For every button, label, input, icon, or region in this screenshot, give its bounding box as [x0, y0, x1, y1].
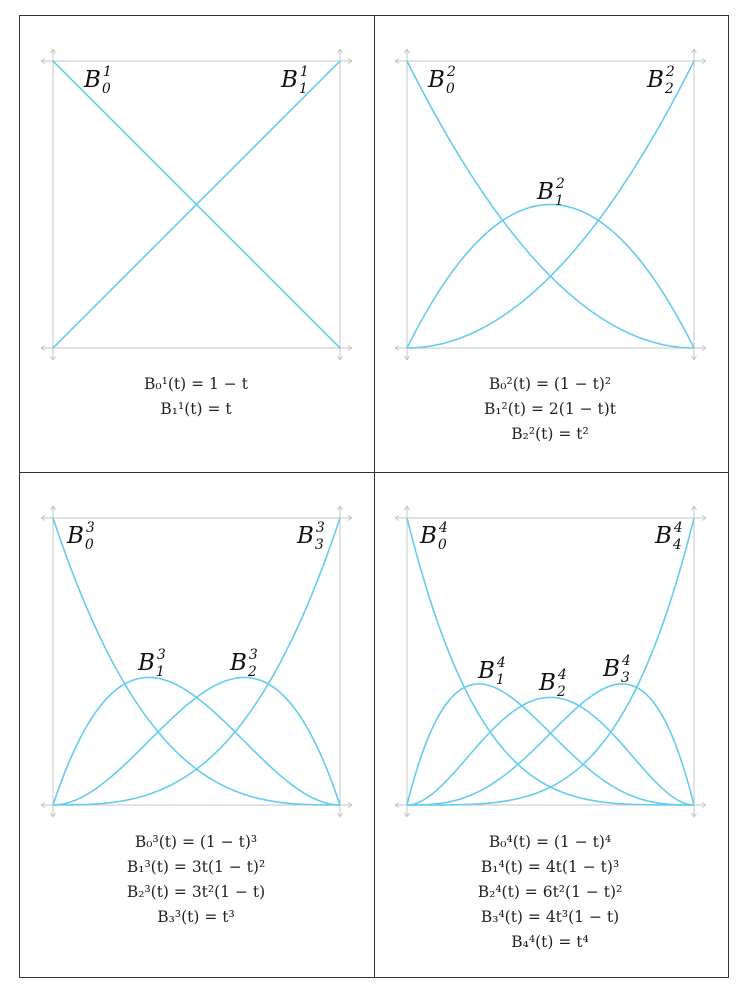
curve-label: B04: [419, 520, 448, 553]
curve-label: B13: [137, 647, 166, 680]
curve-label: B33: [296, 520, 325, 553]
equation-line: B₀³(t) = (1 − t)³: [134, 833, 258, 851]
equation-line: B₄⁴(t) = t⁴: [511, 933, 589, 951]
axis-arrow: [394, 515, 400, 521]
axis-arrow: [337, 48, 343, 54]
curve-label: B03: [66, 520, 95, 553]
curve-label: B34: [602, 653, 631, 686]
basis-curve-b0-3: [52, 517, 340, 806]
axis-arrow: [394, 345, 400, 351]
axis-arrow: [40, 58, 46, 64]
curve-label: B23: [229, 647, 258, 680]
equation-line: B₂⁴(t) = 6t²(1 − t)²: [477, 883, 623, 901]
curve-label: B02: [427, 64, 456, 97]
axis-arrow: [404, 812, 410, 818]
panel-2-equations: B₀²(t) = (1 − t)² B₁²(t) = 2(1 − t)t B₂²…: [373, 372, 727, 447]
equation-line: B₁²(t) = 2(1 − t)t: [483, 400, 617, 418]
axis-arrow: [40, 515, 46, 521]
basis-curve-b1-2: [406, 203, 695, 349]
axis-arrow: [347, 802, 353, 808]
equation-line: B₀¹(t) = 1 − t: [144, 375, 248, 393]
equation-line: B₂³(t) = 3t²(1 − t): [126, 883, 266, 901]
curve-label: B24: [538, 667, 567, 700]
basis-curve-b0-4: [406, 517, 694, 806]
basis-curve-b2-4: [406, 696, 695, 806]
panel-border: [374, 472, 729, 978]
panel-3-plot: B03 B13 B23 B33: [40, 505, 353, 818]
axis-arrow: [701, 515, 707, 521]
axis-arrow: [404, 505, 410, 511]
equation-line: B₁³(t) = 3t(1 − t)²: [126, 858, 266, 876]
panel-4-equations: B₀⁴(t) = (1 − t)⁴ B₁⁴(t) = 4t(1 − t)³ B₂…: [373, 830, 727, 955]
axis-arrow: [50, 355, 56, 361]
basis-curve-b2-2: [406, 60, 695, 349]
axis-arrow: [404, 355, 410, 361]
axis-arrow: [347, 515, 353, 521]
panel-2-plot: B02 B12 B22: [394, 48, 707, 361]
axis-arrow: [701, 58, 707, 64]
axis-arrow: [404, 48, 410, 54]
basis-curve-b3-4: [407, 683, 695, 806]
axis-arrow: [40, 345, 46, 351]
basis-curve-b4-4: [407, 517, 695, 806]
curve-label: B11: [280, 64, 309, 97]
axis-arrow: [347, 58, 353, 64]
panel-1-plot: B01 B11: [40, 48, 353, 361]
basis-curve-b2-3: [52, 676, 341, 806]
axis-arrow: [337, 812, 343, 818]
axis-arrow: [701, 345, 707, 351]
curve-label: B14: [477, 655, 506, 688]
curve-label: B44: [654, 520, 683, 553]
axis-arrow: [50, 48, 56, 54]
equation-line: B₀⁴(t) = (1 − t)⁴: [488, 833, 612, 851]
basis-curve-b1-1: [52, 60, 341, 349]
axis-arrow: [337, 355, 343, 361]
equation-line: B₁¹(t) = t: [160, 400, 232, 418]
axis-arrow: [701, 802, 707, 808]
equation-line: B₂²(t) = t²: [511, 425, 589, 443]
panel-3-equations: B₀³(t) = (1 − t)³ B₁³(t) = 3t(1 − t)² B₂…: [19, 830, 373, 930]
axis-arrow: [347, 345, 353, 351]
panel-4-plot: B04 B14 B24 B34 B44: [394, 505, 707, 818]
curve-label: B22: [646, 64, 675, 97]
axis-arrow: [50, 505, 56, 511]
axis-arrow: [394, 58, 400, 64]
basis-curve-b3-3: [53, 517, 341, 806]
curve-label: B12: [536, 176, 565, 209]
axis-arrow: [394, 802, 400, 808]
equation-line: B₀²(t) = (1 − t)²: [488, 375, 612, 393]
axis-arrow: [50, 812, 56, 818]
axis-arrow: [691, 355, 697, 361]
axis-arrow: [691, 505, 697, 511]
axis-arrow: [337, 505, 343, 511]
equation-line: B₃³(t) = t³: [157, 908, 235, 926]
axis-arrow: [691, 48, 697, 54]
equation-line: B₃⁴(t) = 4t³(1 − t): [480, 908, 620, 926]
axis-arrow: [40, 802, 46, 808]
panel-1-equations: B₀¹(t) = 1 − t B₁¹(t) = t: [19, 372, 373, 422]
axis-arrow: [691, 812, 697, 818]
equation-line: B₁⁴(t) = 4t(1 − t)³: [480, 858, 620, 876]
curve-label: B01: [83, 64, 112, 97]
